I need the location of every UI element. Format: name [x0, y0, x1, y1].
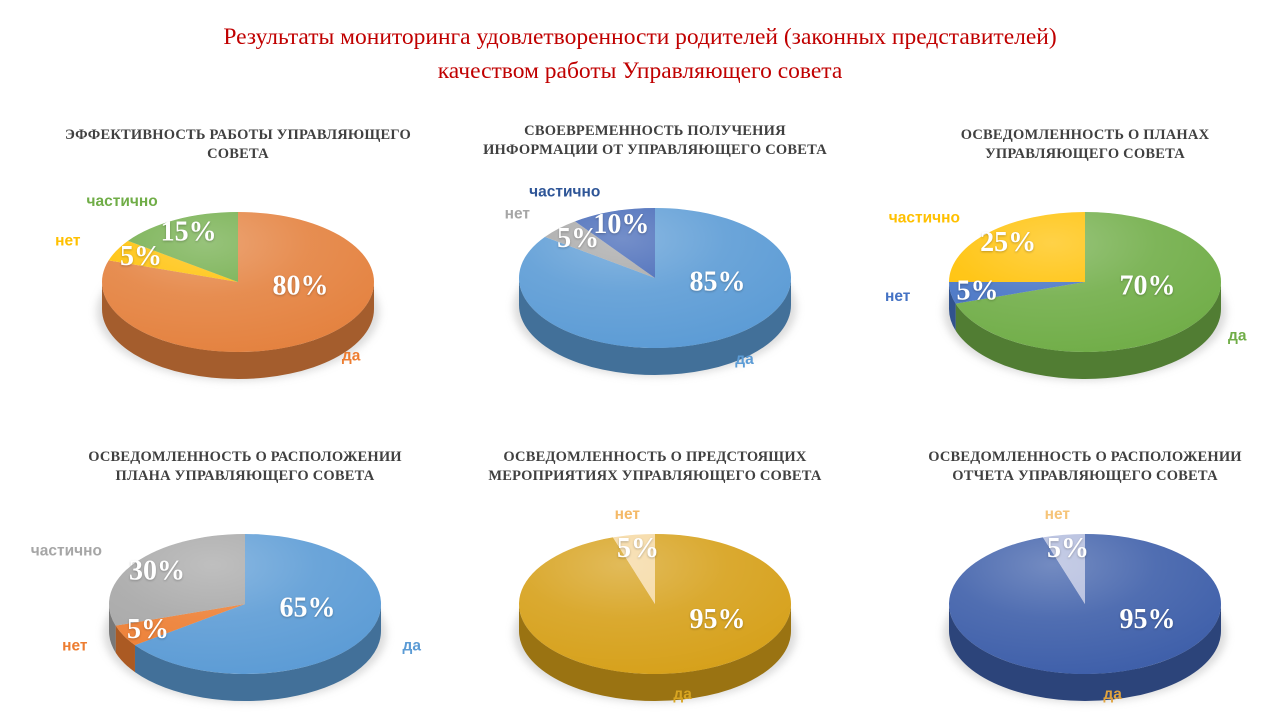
pie-category-label-нет: нет — [55, 233, 81, 250]
page-title-line2: качеством работы Управляющего совета — [437, 58, 843, 85]
pie-category-label-да: да — [1103, 686, 1122, 703]
pie-rim-нет — [115, 625, 135, 673]
pie-percent-label-частично: 10% — [593, 209, 649, 240]
pie-category-label-да: да — [342, 348, 361, 365]
pie-category-label-нет: нет — [1045, 506, 1071, 523]
pie-sheen — [519, 208, 791, 348]
pie-category-label-да: да — [673, 686, 692, 703]
pie-chart-svg: 95% 5% да нет — [943, 506, 1227, 703]
pie-rim-да — [519, 278, 791, 375]
pie-percent-label-частично: 30% — [129, 556, 185, 587]
chart-card-plans-awareness: ОСВЕДОМЛЕННОСТЬ О ПЛАНАХ УПРАВЛЯЮЩЕГО СО… — [885, 126, 1280, 404]
pie-percent-label-нет: 5% — [1047, 533, 1089, 564]
chart-title: СВОЕВРЕМЕННОСТЬ ПОЛУЧЕНИЯ ИНФОРМАЦИИ ОТ … — [483, 123, 827, 158]
chart-title: ОСВЕДОМЛЕННОСТЬ О РАСПОЛОЖЕНИИ ОТЧЕТА УП… — [928, 449, 1242, 484]
pie-percent-label-да: 70% — [1120, 271, 1176, 302]
pie-category-label-частично: частично — [529, 183, 600, 200]
pie-chart-svg: 95% 5% да нет — [513, 506, 797, 703]
pie-sheen — [519, 534, 791, 674]
chart-card-report-location-awareness: ОСВЕДОМЛЕННОСТЬ О РАСПОЛОЖЕНИИ ОТЧЕТА УП… — [885, 448, 1280, 720]
pie-percent-label-да: 80% — [273, 271, 329, 302]
pie-sheen — [109, 534, 381, 674]
pie-category-label-да: да — [403, 637, 422, 654]
chart-title: ОСВЕДОМЛЕННОСТЬ О ПРЕДСТОЯЩИХ МЕРОПРИЯТИ… — [488, 449, 822, 484]
pie-percent-label-нет: 5% — [957, 275, 999, 306]
pie-rim-да — [519, 604, 791, 701]
pie-rim-да — [102, 282, 374, 379]
pie-sheen — [949, 534, 1221, 674]
pie-category-label-нет: нет — [615, 506, 641, 523]
pie-category-label-да: да — [735, 351, 754, 368]
pie-sheen — [102, 212, 374, 352]
pie-percent-label-да: 95% — [690, 604, 746, 635]
pie-percent-label-да: 95% — [1120, 604, 1176, 635]
pie-rim-нет — [949, 282, 956, 331]
pie-percent-label-нет: 5% — [557, 223, 599, 254]
pie-chart-svg: 80% 5%15% да нет частично — [55, 193, 380, 381]
pie-percent-label-нет: 5% — [127, 614, 169, 645]
pie-percent-label-да: 85% — [690, 267, 746, 298]
pie-category-label-нет: нет — [505, 206, 531, 223]
pie-category-label-нет: нет — [885, 288, 911, 305]
page-title: Результаты мониторинга удовлетворенности… — [0, 20, 1280, 88]
chart-card-events-awareness: ОСВЕДОМЛЕННОСТЬ О ПРЕДСТОЯЩИХ МЕРОПРИЯТИ… — [455, 448, 855, 720]
pie-percent-label-частично: 15% — [161, 217, 217, 248]
pie-category-label-нет: нет — [62, 637, 88, 654]
pie-sheen — [949, 212, 1221, 352]
pie-chart-svg: 85% 5%10% да нет частично — [505, 183, 797, 377]
chart-card-plan-location-awareness: ОСВЕДОМЛЕННОСТЬ О РАСПОЛОЖЕНИИ ПЛАНА УПР… — [31, 448, 445, 720]
pie-category-label-частично: частично — [31, 543, 102, 560]
chart-card-effectiveness: ЭФФЕКТИВНОСТЬ РАБОТЫ УПРАВЛЯЮЩЕГО СОВЕТА… — [38, 126, 438, 404]
pie-percent-label-частично: 25% — [980, 227, 1036, 258]
pie-percent-label-нет: 5% — [120, 241, 162, 272]
page-title-line1: Результаты мониторинга удовлетворенности… — [223, 24, 1057, 50]
pie-chart-svg: 70% 5% 25% да нет частично — [885, 210, 1247, 381]
pie-category-label-частично: частично — [889, 210, 960, 227]
pie-chart-svg: 65% 5% 30% да нет частично — [31, 534, 422, 703]
pie-rim-да — [955, 282, 1221, 379]
pie-rim-да — [134, 604, 381, 701]
pie-rim-да — [949, 604, 1221, 701]
chart-title: ОСВЕДОМЛЕННОСТЬ О РАСПОЛОЖЕНИИ ПЛАНА УПР… — [88, 449, 402, 484]
pie-percent-label-нет: 5% — [617, 533, 659, 564]
chart-title: ЭФФЕКТИВНОСТЬ РАБОТЫ УПРАВЛЯЮЩЕГО СОВЕТА — [65, 127, 411, 162]
pie-category-label-частично: частично — [87, 193, 158, 210]
chart-card-timeliness: СВОЕВРЕМЕННОСТЬ ПОЛУЧЕНИЯ ИНФОРМАЦИИ ОТ … — [455, 122, 855, 400]
pie-category-label-да: да — [1228, 327, 1247, 344]
pie-percent-label-да: 65% — [280, 593, 336, 624]
pie-rim-частично — [109, 604, 116, 653]
chart-title: ОСВЕДОМЛЕННОСТЬ О ПЛАНАХ УПРАВЛЯЮЩЕГО СО… — [960, 127, 1210, 162]
